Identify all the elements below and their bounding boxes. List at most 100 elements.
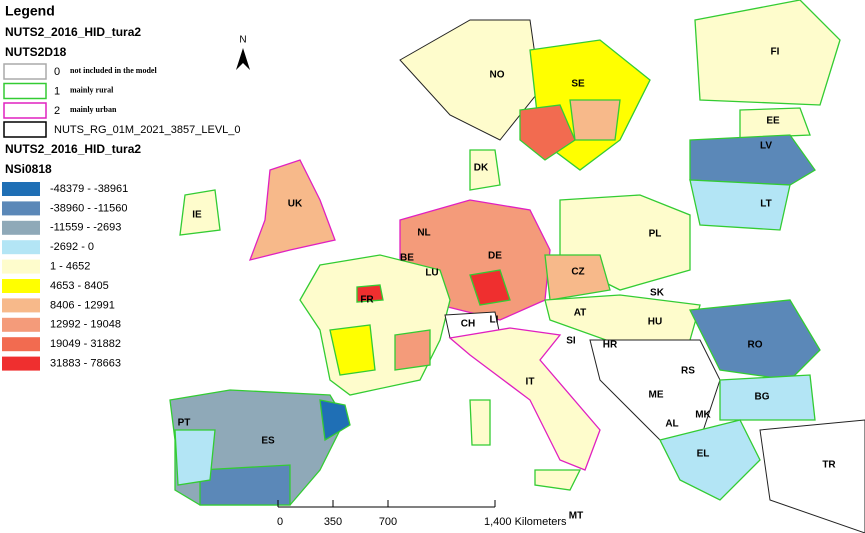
category-label: mainly rural	[70, 85, 114, 94]
class-label: -48379 - -38961	[50, 183, 128, 195]
country-label: EE	[766, 116, 780, 127]
country-label: AL	[665, 419, 678, 430]
region	[448, 327, 601, 471]
country-label: NL	[417, 228, 430, 239]
class-swatch	[2, 356, 40, 371]
boundary-label: NUTS_RG_01M_2021_3857_LEVL_0	[54, 124, 241, 136]
category-label: not included in the model	[70, 66, 157, 75]
country-label: LV	[760, 141, 772, 152]
scale-bar: 0 350 700 1,400 Kilometers	[277, 500, 567, 528]
region	[569, 99, 621, 141]
category-swatch	[3, 82, 47, 100]
category-code: 0	[54, 66, 60, 78]
region	[689, 134, 816, 186]
country-label: CZ	[571, 267, 584, 278]
class-label: 19049 - 31882	[50, 338, 121, 350]
category-swatch	[3, 63, 47, 80]
region	[199, 464, 291, 506]
region	[759, 419, 865, 533]
region	[534, 469, 582, 491]
category-label: mainly urban	[70, 105, 117, 114]
class-swatch	[2, 182, 40, 196]
region	[469, 269, 511, 306]
region	[659, 419, 761, 501]
country-label: MK	[695, 410, 711, 421]
region	[174, 429, 216, 486]
region	[689, 179, 791, 231]
region	[329, 324, 376, 376]
country-label: MT	[569, 511, 583, 522]
region	[319, 399, 351, 442]
region	[394, 329, 431, 371]
country-label: NO	[490, 70, 505, 81]
region	[544, 254, 611, 301]
class-swatch	[2, 201, 40, 216]
country-label: IE	[192, 210, 202, 221]
region	[399, 19, 541, 141]
category-code: 1	[54, 85, 60, 97]
country-label: ES	[261, 436, 275, 447]
country-label: DK	[474, 163, 489, 174]
scale-label: 350	[324, 516, 342, 528]
class-label: -11559 - -2693	[50, 222, 121, 234]
north-arrow-shape	[236, 48, 250, 70]
country-label: HU	[648, 317, 662, 328]
country-label: LT	[760, 199, 771, 210]
class-label: 31883 - 78663	[50, 358, 121, 370]
country-label: BE	[400, 253, 414, 264]
field-name: NSi0818	[5, 162, 52, 176]
scale-label: 700	[379, 516, 397, 528]
class-swatch	[2, 337, 40, 352]
map-labels: NO SE FI EE LV LT DK UK IE NL PL DE BE L…	[178, 47, 837, 522]
class-swatch	[2, 298, 40, 313]
country-label: EL	[697, 449, 710, 460]
country-label: RS	[681, 366, 695, 377]
country-label: ME	[649, 390, 664, 401]
region	[739, 107, 811, 139]
layer-name: NUTS2_2016_HID_tura2	[5, 142, 141, 156]
region	[469, 149, 501, 191]
country-label: PT	[178, 418, 191, 429]
country-label: FR	[360, 295, 374, 306]
scale-label: 0	[277, 516, 283, 528]
region	[356, 284, 384, 303]
legend: Legend NUTS2_2016_HID_tura2 NUTS2D18 NUT…	[2, 3, 241, 371]
class-swatch	[2, 240, 40, 255]
region	[719, 374, 816, 421]
country-label: IT	[526, 377, 535, 388]
country-label: LU	[425, 268, 438, 279]
country-label: PL	[649, 229, 662, 240]
class-label: 1 - 4652	[50, 261, 90, 273]
region	[469, 399, 491, 446]
class-label: -38960 - -11560	[50, 202, 127, 214]
category-swatch	[3, 102, 47, 119]
class-label: 8406 - 12991	[50, 299, 115, 311]
country-label: SK	[650, 288, 665, 299]
class-swatch	[2, 279, 40, 293]
class-label: 4653 - 8405	[50, 280, 109, 292]
region	[688, 299, 821, 381]
north-label: N	[239, 35, 246, 46]
class-swatch	[2, 220, 40, 235]
layer-name: NUTS2_2016_HID_tura2	[5, 25, 141, 39]
category-code: 2	[54, 105, 60, 117]
country-label: UK	[288, 199, 303, 210]
region	[179, 189, 221, 236]
class-label: -2692 - 0	[50, 241, 94, 253]
legend-title: Legend	[5, 3, 55, 19]
country-label: SI	[566, 336, 576, 347]
map: NO SE FI EE LV LT DK UK IE NL PL DE BE L…	[169, 0, 865, 533]
north-arrow: N	[236, 35, 250, 70]
country-label: CH	[461, 319, 475, 330]
country-label: LI	[490, 315, 499, 326]
class-swatch	[2, 317, 40, 332]
country-label: TR	[822, 460, 836, 471]
country-label: SE	[571, 79, 585, 90]
country-label: AT	[574, 308, 587, 319]
country-label: FI	[771, 47, 780, 58]
class-label: 12992 - 19048	[50, 319, 121, 331]
country-label: DE	[488, 251, 502, 262]
country-label: RO	[748, 340, 763, 351]
boundary-swatch	[3, 121, 47, 138]
